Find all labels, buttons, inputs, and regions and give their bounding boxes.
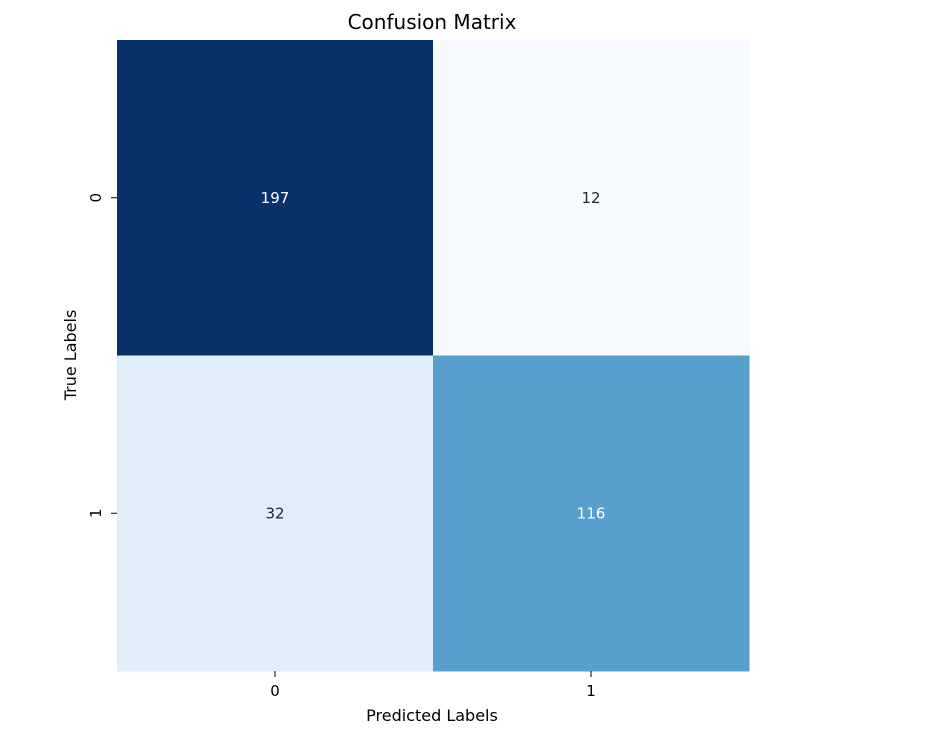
heatmap-cells — [117, 40, 750, 672]
x-tick-label-0: 0 — [270, 682, 280, 700]
x-axis-label: Predicted Labels — [366, 706, 498, 725]
y-axis-label: True Labels — [61, 310, 80, 402]
x-tick-label-1: 1 — [586, 682, 596, 700]
chart-title: Confusion Matrix — [348, 10, 517, 34]
y-tick-label-0: 0 — [87, 193, 105, 203]
heatmap-cell-0-0 — [117, 40, 434, 356]
heatmap-cell-1-1 — [433, 355, 750, 672]
cell-value-label-0-1: 12 — [581, 189, 600, 207]
heatmap-cell-1-0 — [117, 355, 434, 672]
cell-value-label-0-0: 197 — [261, 189, 290, 207]
heatmap-cell-labels: 197 12 32 116 — [261, 189, 606, 523]
cell-value-label-1-0: 32 — [265, 504, 284, 522]
heatmap-cell-0-1 — [433, 40, 750, 356]
cell-value-label-1-1: 116 — [577, 504, 606, 522]
y-axis-ticks: 01 — [87, 193, 117, 518]
y-tick-label-1: 1 — [87, 508, 105, 518]
